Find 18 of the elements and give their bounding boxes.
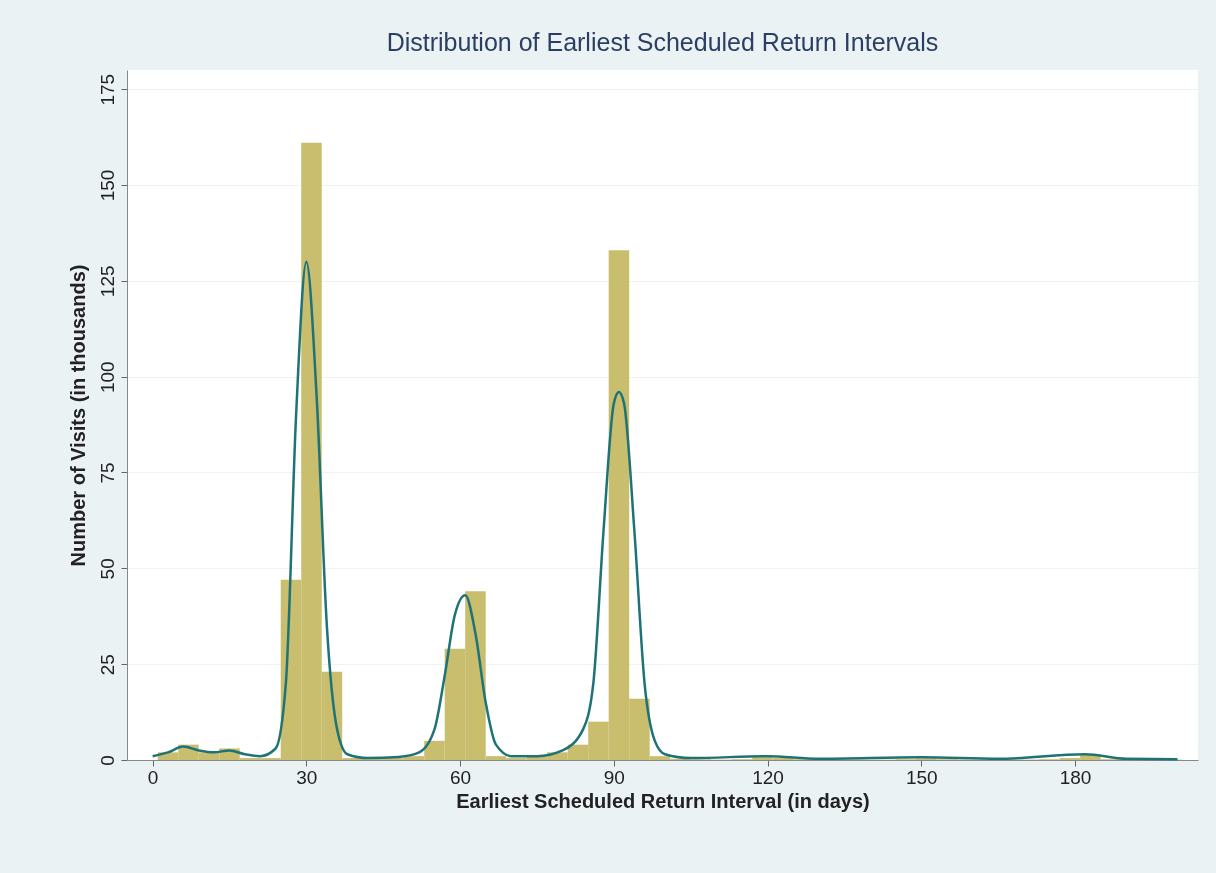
chart-title: Distribution of Earliest Scheduled Return Intervals [386, 28, 939, 56]
y-tick-label: 0 [96, 755, 118, 766]
y-tick-label: 150 [96, 169, 118, 202]
y-tick-label: 75 [96, 462, 118, 484]
x-tick-label: 30 [296, 766, 318, 788]
x-tick-label: 90 [603, 766, 625, 788]
y-tick-label: 175 [96, 73, 118, 106]
y-tick-label: 25 [96, 654, 118, 676]
y-tick-label: 125 [96, 265, 118, 298]
x-tick-label: 150 [905, 766, 938, 788]
x-tick-label: 180 [1059, 766, 1092, 788]
x-tick-label: 120 [752, 766, 784, 788]
y-axis-title: Number of Visits (in thousands) [66, 264, 89, 567]
x-axis-title: Earliest Scheduled Return Interval (in days) [456, 789, 870, 812]
y-tick-label: 100 [96, 361, 118, 394]
x-tick-label: 0 [147, 766, 159, 788]
x-tick-label: 60 [450, 766, 472, 788]
y-tick-label: 50 [96, 558, 118, 580]
